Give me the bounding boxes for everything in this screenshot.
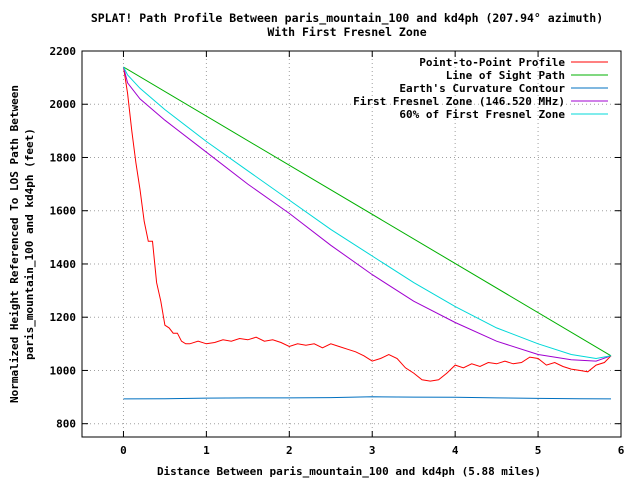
legend-label-0: Point-to-Point Profile bbox=[419, 56, 565, 69]
series-line-4 bbox=[123, 66, 612, 360]
legend-label-4: 60% of First Fresnel Zone bbox=[399, 108, 565, 121]
x-tick-label: 4 bbox=[452, 444, 459, 457]
y-tick-label: 800 bbox=[56, 418, 76, 431]
x-tick-label: 6 bbox=[618, 444, 625, 457]
grid bbox=[82, 51, 621, 437]
chart-title-line1: SPLAT! Path Profile Between paris_mounta… bbox=[91, 11, 603, 26]
x-tick-label: 0 bbox=[120, 444, 127, 457]
y-tick-label: 1800 bbox=[50, 151, 77, 164]
x-axis-label: Distance Between paris_mountain_100 and … bbox=[157, 465, 541, 478]
y-axis-label-line1: Normalized Height Referenced To LOS Path… bbox=[8, 85, 21, 403]
x-tick-label: 2 bbox=[286, 444, 293, 457]
series-line-3 bbox=[123, 66, 612, 362]
legend-label-3: First Fresnel Zone (146.520 MHz) bbox=[353, 95, 565, 108]
y-tick-label: 1000 bbox=[50, 364, 77, 377]
x-tick-label: 1 bbox=[203, 444, 210, 457]
y-axis-label-line2: paris_mountain_100 and kd4ph (feet) bbox=[23, 128, 36, 360]
chart-title-line2: With First Fresnel Zone bbox=[267, 25, 426, 39]
y-tick-label: 1400 bbox=[50, 258, 77, 271]
series-line-2 bbox=[123, 396, 612, 400]
x-tick-label: 3 bbox=[369, 444, 376, 457]
plot-frame bbox=[81, 50, 622, 438]
y-tick-label: 2200 bbox=[50, 45, 77, 58]
legend-label-2: Earth's Curvature Contour bbox=[399, 82, 565, 95]
y-axis-ticks: 800 1000 1200 1400 1600 1800 2000 2200 bbox=[50, 45, 621, 431]
series-lines bbox=[123, 66, 612, 400]
y-tick-label: 2000 bbox=[50, 98, 77, 111]
series-line-1 bbox=[123, 66, 612, 357]
y-tick-label: 1200 bbox=[50, 311, 77, 324]
y-tick-label: 1600 bbox=[50, 205, 77, 218]
series-line-0 bbox=[123, 66, 612, 382]
x-tick-label: 5 bbox=[535, 444, 542, 457]
x-axis-ticks: 0 1 2 3 4 5 6 bbox=[120, 51, 625, 457]
legend-label-1: Line of Sight Path bbox=[446, 69, 565, 82]
